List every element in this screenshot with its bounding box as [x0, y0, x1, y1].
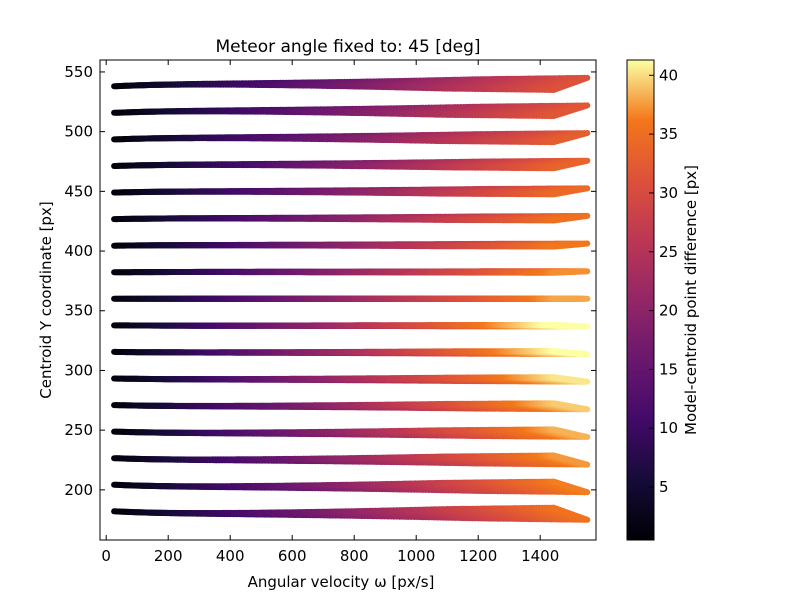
y-tick-label: 500 [64, 123, 93, 141]
y-tick-label: 200 [64, 481, 93, 499]
colorbar-axis: 5 10 15 20 25 30 35 40 [649, 66, 678, 496]
y-tick-label: 550 [64, 63, 93, 81]
y-tick-label: 350 [64, 302, 93, 320]
x-tick-label: 400 [216, 547, 245, 565]
y-tick-label: 250 [64, 421, 93, 439]
colorbar-tick-label: 30 [659, 184, 678, 202]
colorbar-tick-label: 20 [659, 302, 678, 320]
data-point [550, 452, 591, 468]
chart-title: Meteor angle fixed to: 45 [deg] [215, 37, 480, 57]
colorbar-tick-label: 35 [659, 125, 678, 143]
data-point [550, 478, 591, 496]
data-point [550, 321, 591, 330]
x-tick-label: 0 [101, 547, 111, 565]
y-axis-label: Centroid Y coordinate [px] [37, 201, 55, 398]
data-points [111, 74, 591, 523]
data-point [550, 130, 591, 146]
data-point [550, 240, 591, 250]
x-tick-label: 1000 [397, 547, 435, 565]
colorbar-tick-label: 40 [659, 66, 678, 84]
data-point [550, 102, 591, 120]
data-point [550, 74, 591, 93]
x-tick-label: 200 [154, 547, 183, 565]
data-point [550, 348, 591, 358]
data-point [550, 374, 591, 385]
colorbar-tick-label: 5 [659, 478, 669, 496]
colorbar [626, 59, 655, 541]
x-tick-label: 1200 [459, 547, 497, 565]
plot-frame [99, 59, 597, 541]
x-tick-label: 800 [340, 547, 369, 565]
colorbar-tick-label: 15 [659, 360, 678, 378]
data-point [550, 268, 591, 276]
data-point [550, 504, 591, 523]
x-tick-label: 1400 [521, 547, 559, 565]
colorbar-tick-label: 25 [659, 243, 678, 261]
data-point [550, 185, 591, 198]
y-tick-label: 400 [64, 242, 93, 260]
y-tick-label: 300 [64, 361, 93, 379]
y-axis: 200 250 300 350 400 450 500 550 [64, 63, 596, 499]
y-tick-label: 450 [64, 182, 93, 200]
x-axis: 0 200 400 600 800 1000 1200 1400 [101, 60, 559, 565]
colorbar-tick-label: 10 [659, 419, 678, 437]
x-axis-label: Angular velocity ω [px/s] [248, 573, 435, 591]
colorbar-label: Model-centroid point difference [px] [682, 165, 700, 435]
data-point [550, 212, 591, 224]
data-point [550, 400, 591, 413]
x-tick-label: 600 [278, 547, 307, 565]
data-point [550, 157, 591, 172]
data-point [550, 426, 591, 440]
